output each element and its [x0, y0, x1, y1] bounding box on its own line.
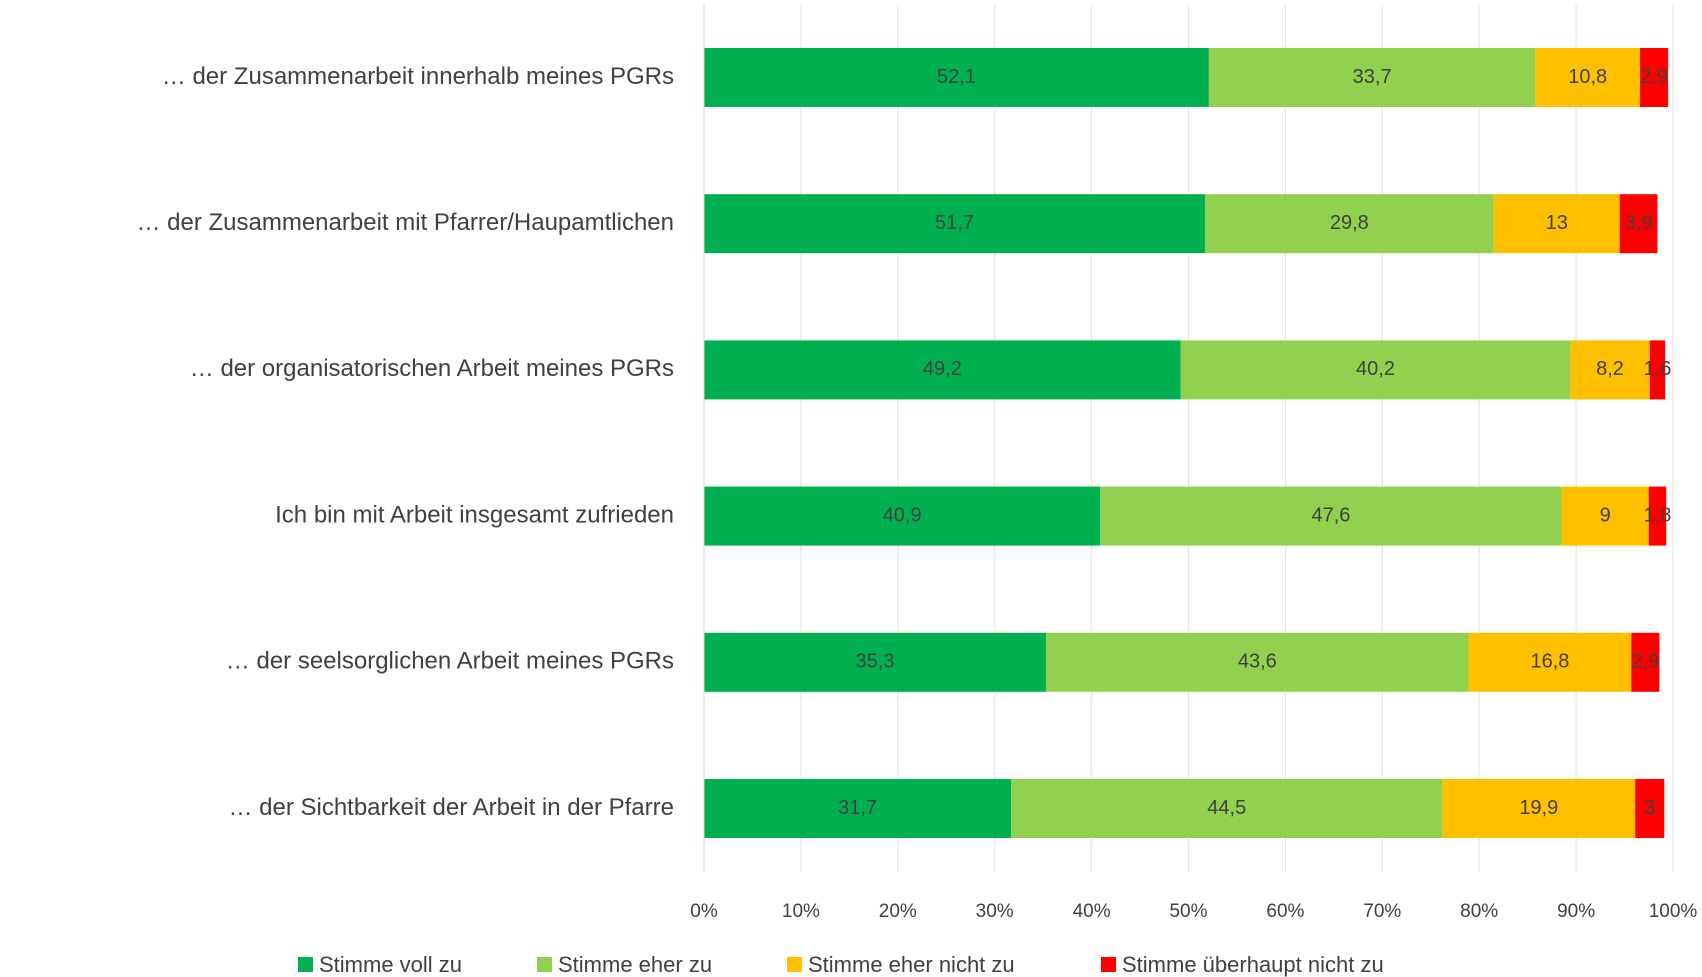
x-tick-label: 60% — [1266, 901, 1304, 922]
data-label: 35,3 — [856, 651, 895, 673]
y-tick-label: … der organisatorischen Arbeit meines PG… — [190, 355, 674, 382]
bar-segment — [1100, 486, 1562, 546]
legend-swatch — [787, 957, 802, 972]
x-tick-label: 30% — [976, 901, 1014, 922]
legend-label: Stimme voll zu — [319, 952, 462, 977]
bar-segment — [1011, 779, 1443, 838]
legend-label: Stimme eher nicht zu — [808, 952, 1015, 977]
data-label: 9 — [1600, 504, 1611, 526]
bar-segment — [1204, 194, 1494, 254]
bar-segment — [704, 779, 1012, 838]
x-tick-label: 10% — [782, 901, 820, 922]
x-tick-label: 80% — [1460, 901, 1498, 922]
bar-segment — [704, 340, 1181, 400]
bar-segment — [704, 486, 1101, 546]
bar-segment — [1493, 194, 1620, 254]
data-label: 2,9 — [1631, 651, 1659, 673]
legend-label: Stimme überhaupt nicht zu — [1122, 952, 1384, 977]
legend-swatch — [537, 957, 552, 972]
data-label: 8,2 — [1596, 358, 1624, 380]
bar-segment — [1208, 48, 1536, 107]
y-tick-label: … der Zusammenarbeit innerhalb meines PG… — [162, 63, 674, 90]
x-tick-label: 40% — [1073, 901, 1111, 922]
data-label: 10,8 — [1568, 66, 1607, 88]
data-label: 33,7 — [1353, 66, 1392, 88]
x-tick-label: 0% — [690, 901, 718, 922]
bar-segment — [1046, 632, 1469, 692]
data-label: 52,1 — [937, 66, 976, 88]
x-tick-label: 20% — [879, 901, 917, 922]
data-label: 40,2 — [1356, 358, 1395, 380]
y-tick-label: Ich bin mit Arbeit insgesamt zufrieden — [275, 501, 674, 528]
data-label: 51,7 — [935, 212, 974, 234]
data-label: 1,6 — [1644, 358, 1672, 380]
bar-segment — [704, 48, 1209, 107]
x-tick-label: 100% — [1649, 901, 1698, 922]
data-label: 16,8 — [1530, 651, 1569, 673]
data-label: 44,5 — [1207, 797, 1246, 819]
x-tick-label: 50% — [1169, 901, 1207, 922]
data-label: 2,9 — [1640, 66, 1668, 88]
data-label: 3 — [1644, 797, 1655, 819]
legend-label: Stimme eher zu — [558, 952, 712, 977]
data-label: 1,8 — [1644, 504, 1672, 526]
y-tick-label: … der Zusammenarbeit mit Pfarrer/Haupamt… — [136, 209, 674, 236]
legend-swatch — [1101, 957, 1116, 972]
bar-segment — [1649, 340, 1666, 400]
data-label: 3,9 — [1625, 212, 1653, 234]
bar-segment — [1619, 194, 1658, 254]
y-tick-label: … der seelsorglichen Arbeit meines PGRs — [226, 648, 674, 675]
bar-segment — [1535, 48, 1641, 107]
bar-segment — [704, 632, 1047, 692]
data-label: 29,8 — [1330, 212, 1369, 234]
bar-segment — [1561, 486, 1649, 546]
data-label: 13 — [1546, 212, 1568, 234]
bar-segment — [1640, 48, 1669, 107]
bar-segment — [1570, 340, 1650, 400]
data-label: 31,7 — [838, 797, 877, 819]
data-label: 43,6 — [1238, 651, 1277, 673]
bar-segment — [1648, 486, 1667, 546]
y-tick-label: … der Sichtbarkeit der Arbeit in der Pfa… — [228, 794, 674, 821]
bar-segment — [1180, 340, 1571, 400]
data-label: 40,9 — [883, 504, 922, 526]
data-label: 47,6 — [1311, 504, 1350, 526]
bar-segment — [1635, 779, 1665, 838]
bar-segment — [1631, 632, 1660, 692]
bar-segment — [1442, 779, 1636, 838]
bar-segment — [704, 194, 1205, 254]
legend-swatch — [298, 957, 313, 972]
data-label: 19,9 — [1519, 797, 1558, 819]
x-tick-label: 70% — [1363, 901, 1401, 922]
data-label: 49,2 — [923, 358, 962, 380]
bar-segment — [1468, 632, 1632, 692]
x-tick-label: 90% — [1557, 901, 1595, 922]
